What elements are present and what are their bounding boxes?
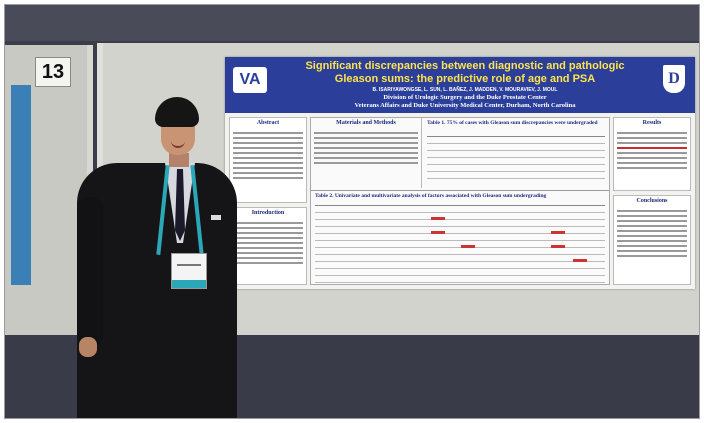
abstract-section: Abstract [229,117,307,203]
results-heading: Results [642,120,662,126]
conclusions-text [614,204,690,263]
tie [175,169,185,241]
results-section: Results [613,117,691,191]
results-text [614,126,690,175]
poster-institution: Division of Urologic Surgery and the Duk… [285,94,645,110]
neck [169,153,189,167]
table-highlight [461,245,475,248]
methods-section: Materials and Methods [311,118,422,188]
results-tables: Materials and Methods Table 1. 75% of ca… [310,117,610,285]
left-arm [77,197,103,347]
poster-title: Significant discrepancies between diagno… [285,60,645,86]
left-hand [79,337,97,357]
poster-authors: B. ISARIYAWONGSE, L. SUN, L. BAÑEZ, J. M… [372,87,558,93]
badge-text [177,264,201,266]
photo-frame: 13 VA Significant discrepancies between … [4,4,700,419]
introduction-heading: Introduction [251,210,285,216]
table-highlight [573,259,587,262]
name-badge [171,253,207,289]
table-1-title: Table 1. 75% of cases with Gleason sum d… [427,120,598,126]
pocket-square [211,215,221,220]
table-highlight [431,231,445,234]
introduction-text [230,216,306,270]
table-2-title: Table 2. Univariate and multivariate ana… [315,193,547,199]
duke-logo: D [663,65,685,93]
table-highlight [551,245,565,248]
table-1: Table 1. 75% of cases with Gleason sum d… [423,118,609,188]
research-poster: VA Significant discrepancies between dia… [225,57,695,289]
neighbor-poster [11,85,31,285]
abstract-heading: Abstract [256,120,280,126]
poster-division: Division of Urologic Surgery and the Duk… [383,94,547,101]
table-2-grid [315,205,605,283]
poster-institution-line: Veterans Affairs and Duke University Med… [354,102,576,109]
badge-strip [172,280,206,288]
hair [155,97,199,127]
conclusions-section: Conclusions [613,195,691,285]
table-highlight [551,231,565,234]
presenter [77,97,247,418]
va-logo: VA [233,67,267,93]
poster-title-line1: Significant discrepancies between diagno… [305,60,625,72]
methods-text [311,126,421,170]
jacket [77,163,237,418]
wall-top [5,5,699,41]
table-2: Table 2. Univariate and multivariate ana… [311,190,609,285]
poster-title-line2: Gleason sums: the predictive role of age… [334,73,596,85]
smile [171,141,185,148]
poster-header: VA Significant discrepancies between dia… [225,57,695,113]
methods-heading: Materials and Methods [336,120,396,126]
conclusions-heading: Conclusions [636,198,668,204]
panel-number: 13 [35,57,71,87]
abstract-text [230,126,306,185]
table-highlight [431,217,445,220]
table-1-grid [427,136,605,179]
